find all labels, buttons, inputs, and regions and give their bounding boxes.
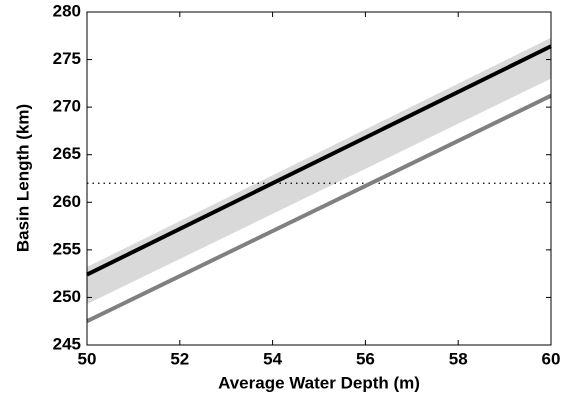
y-tick-label: 270 — [53, 97, 81, 116]
x-tick-label: 54 — [263, 349, 282, 368]
y-tick-label: 245 — [53, 334, 81, 353]
x-tick-label: 50 — [78, 349, 97, 368]
x-tick-label: 58 — [449, 349, 468, 368]
y-tick-label: 260 — [53, 192, 81, 211]
x-axis-label: Average Water Depth (m) — [218, 373, 420, 392]
x-tick-label: 56 — [356, 349, 375, 368]
y-tick-label: 255 — [53, 239, 81, 258]
y-tick-label: 265 — [53, 144, 81, 163]
y-tick-label: 280 — [53, 1, 81, 20]
line — [86, 93, 552, 324]
plot-frame — [86, 11, 552, 346]
x-tick-label: 52 — [170, 349, 189, 368]
y-tick-label: 250 — [53, 287, 81, 306]
x-tick-label: 60 — [542, 349, 561, 368]
confidence-band — [87, 37, 551, 305]
line — [86, 44, 552, 277]
y-axis-label: Basin Length (km) — [13, 104, 32, 252]
y-tick-label: 275 — [53, 49, 81, 68]
